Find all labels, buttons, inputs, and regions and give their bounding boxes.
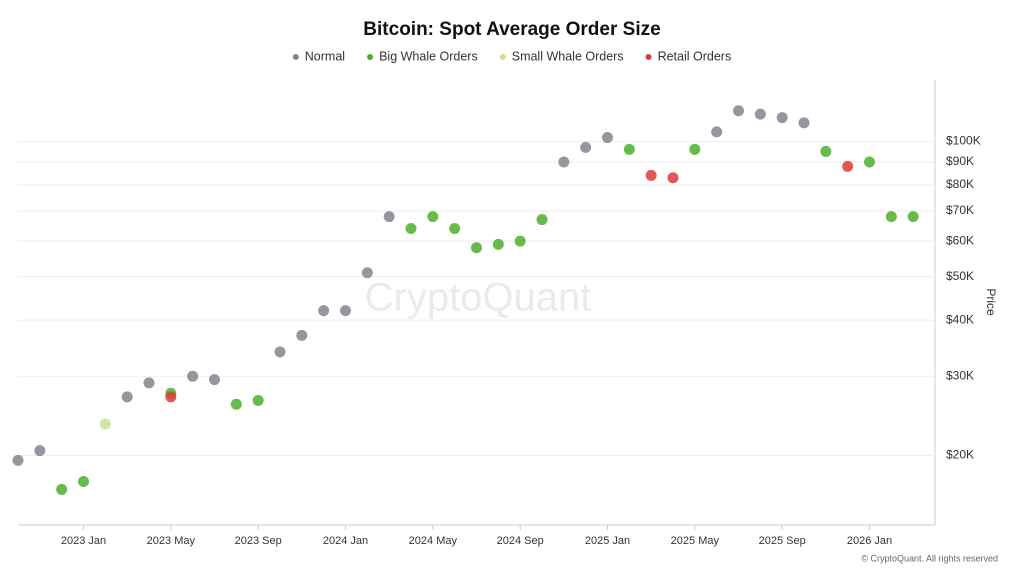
legend-label: Retail Orders: [658, 49, 732, 63]
point: [99, 418, 111, 430]
point: [318, 305, 330, 317]
point: [711, 126, 723, 138]
point: [340, 305, 351, 317]
point: [296, 329, 308, 341]
point: [34, 445, 46, 457]
point: [471, 242, 482, 254]
point: [798, 117, 810, 129]
point: [209, 374, 220, 386]
point: [492, 238, 504, 250]
watermark: CryptoQuant: [365, 276, 592, 320]
x-tick-label: 2025 Jan: [585, 535, 630, 547]
y-axis-label: Price: [984, 288, 998, 316]
y-tick-label: $30K: [946, 368, 974, 382]
point: [536, 214, 548, 226]
point: [405, 222, 417, 234]
x-tick-label: 2026 Jan: [847, 535, 892, 547]
point: [885, 211, 897, 223]
point: [78, 475, 89, 487]
x-tick-label: 2023 Jan: [61, 535, 106, 547]
legend-marker: [292, 54, 299, 60]
point: [864, 156, 875, 168]
x-tick-label: 2024 May: [409, 535, 458, 547]
x-tick-label: 2024 Sep: [497, 535, 544, 547]
legend-label: Small Whale Orders: [512, 49, 624, 63]
legend-marker: [367, 54, 374, 60]
legend-label: Big Whale Orders: [379, 49, 478, 63]
point: [165, 391, 177, 403]
y-tick-label: $50K: [946, 269, 974, 283]
x-tick-label: 2024 Jan: [323, 535, 368, 547]
x-tick-label: 2025 May: [671, 535, 720, 547]
y-tick-label: $60K: [946, 233, 974, 247]
point: [842, 160, 854, 172]
point: [602, 132, 613, 144]
point: [733, 105, 744, 117]
point: [274, 346, 286, 358]
y-tick-label: $40K: [946, 312, 974, 326]
point: [645, 169, 657, 181]
y-tick-label: $90K: [946, 154, 974, 168]
point: [776, 112, 788, 124]
x-tick-label: 2023 May: [147, 535, 196, 547]
point: [427, 211, 439, 223]
point: [383, 211, 395, 223]
x-tick-label: 2025 Sep: [759, 535, 806, 547]
point: [121, 391, 133, 403]
credit: © CryptoQuant. All rights reserved: [861, 553, 998, 563]
point: [56, 483, 68, 495]
point: [580, 141, 592, 153]
point: [514, 235, 526, 247]
point: [623, 143, 635, 155]
legend-label: Normal: [305, 49, 345, 63]
point: [820, 145, 832, 157]
point: [230, 398, 242, 410]
point: [754, 108, 766, 120]
point: [361, 267, 373, 279]
x-tick-label: 2023 Sep: [235, 535, 282, 547]
y-tick-label: $80K: [946, 177, 974, 191]
point: [187, 370, 199, 382]
point: [449, 222, 461, 234]
point: [143, 377, 155, 389]
legend: Normal Big Whale Orders Small Whale Orders…: [292, 49, 732, 63]
point: [689, 143, 701, 155]
point: [252, 395, 264, 407]
point: [667, 172, 679, 184]
point: [907, 211, 919, 223]
point: [558, 156, 570, 168]
point: [12, 454, 24, 466]
y-tick-label: $20K: [946, 448, 974, 462]
chart-title: Bitcoin: Spot Average Order Size: [363, 19, 660, 40]
legend-marker: [645, 54, 652, 60]
legend-marker: [499, 54, 506, 60]
y-tick-label: $100K: [946, 134, 981, 148]
y-tick-label: $70K: [946, 203, 974, 217]
